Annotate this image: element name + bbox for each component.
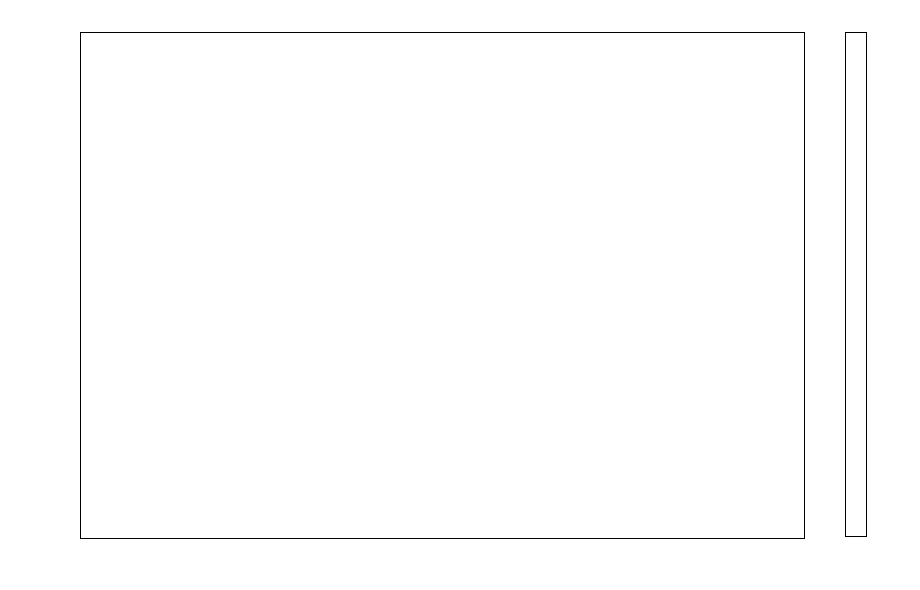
colorbar-gradient (845, 32, 867, 537)
colorbar (845, 32, 867, 537)
delay-doppler-heatmap (81, 33, 804, 538)
plot-area (80, 32, 805, 539)
